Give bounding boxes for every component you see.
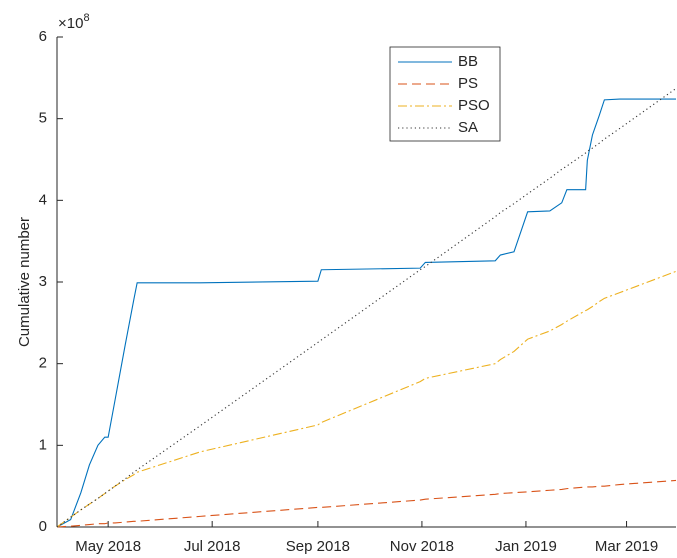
legend-label: BB <box>458 53 478 70</box>
x-tick-label: May 2018 <box>75 538 141 555</box>
y-axis-label: Cumulative number <box>16 217 33 347</box>
x-tick-label: Sep 2018 <box>286 538 350 555</box>
legend-label: PS <box>458 75 478 92</box>
legend-box <box>389 46 501 142</box>
series-line <box>56 270 677 528</box>
y-tick-label: 5 <box>39 110 47 127</box>
series-line <box>56 88 677 528</box>
series-line <box>56 98 676 528</box>
series-line <box>56 479 677 528</box>
legend: BB PS PSO SA <box>389 46 501 142</box>
y-tick-label: 4 <box>39 191 47 208</box>
y-tick-label: 1 <box>39 436 47 453</box>
y-tick-label: 2 <box>39 355 47 372</box>
x-tick-label: Nov 2018 <box>390 538 454 555</box>
y-tick-label: 0 <box>39 518 47 535</box>
y-tick-label: 3 <box>39 273 47 290</box>
x-tick-label: Mar 2019 <box>595 538 658 555</box>
legend-label: SA <box>458 119 478 136</box>
y-tick-label: 6 <box>39 28 47 45</box>
legend-label: PSO <box>458 97 490 114</box>
y-multiplier-base: ×10 <box>58 15 83 32</box>
y-multiplier: ×108 <box>58 12 90 32</box>
x-tick-label: Jul 2018 <box>184 538 241 555</box>
y-multiplier-exponent: 8 <box>83 12 89 24</box>
x-tick-label: Jan 2019 <box>495 538 557 555</box>
